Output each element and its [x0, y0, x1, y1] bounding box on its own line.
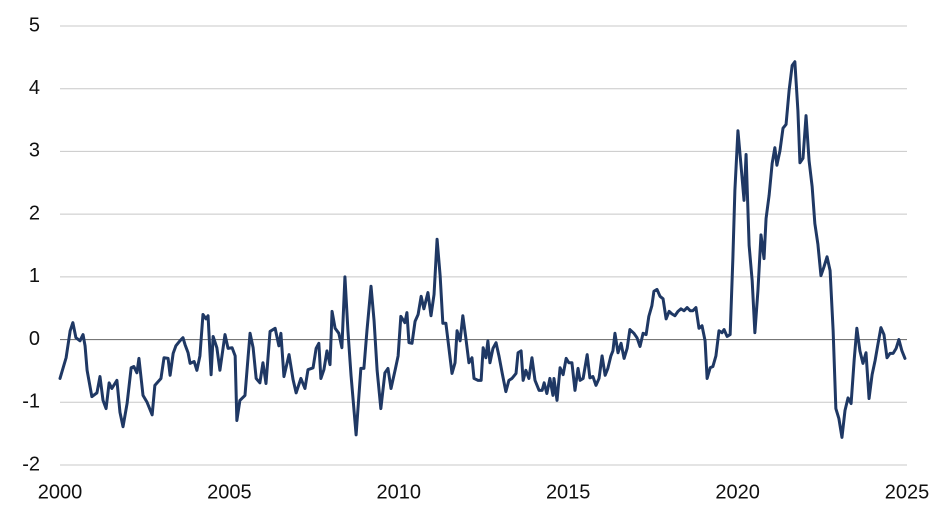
- y-tick-label: 0: [29, 328, 40, 350]
- y-tick-label: -1: [22, 391, 40, 413]
- y-tick-label: 3: [29, 140, 40, 162]
- x-tick-label: 2000: [38, 481, 83, 503]
- x-tick-label: 2020: [715, 481, 760, 503]
- y-tick-label: 4: [29, 77, 40, 99]
- y-tick-label: 5: [29, 14, 40, 36]
- y-tick-label: 1: [29, 265, 40, 287]
- y-tick-label: 2: [29, 202, 40, 224]
- y-tick-label: -2: [22, 453, 40, 475]
- x-tick-label: 2005: [207, 481, 252, 503]
- x-tick-label: 2010: [377, 481, 422, 503]
- x-tick-label: 2025: [885, 481, 930, 503]
- x-tick-label: 2015: [546, 481, 591, 503]
- data-line: [58, 60, 907, 439]
